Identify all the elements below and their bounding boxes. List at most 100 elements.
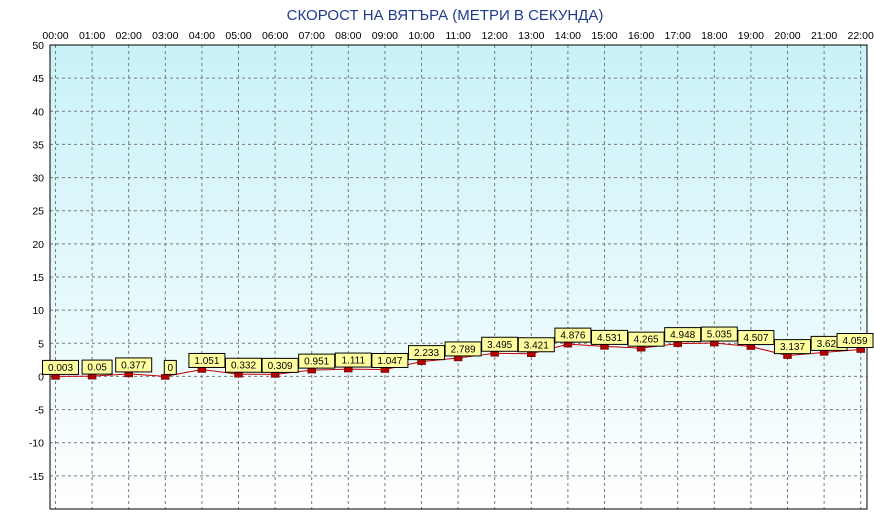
data-label-box [700,326,738,342]
data-label-box [737,330,775,346]
data-point-marker [307,367,316,374]
data-point-marker [161,374,170,380]
x-tick-label: 03:00 [152,30,178,42]
data-label-box [81,359,113,375]
data-label-box [664,327,702,343]
data-point-marker [197,367,207,373]
data-label-text: 0.332 [231,361,256,372]
data-label-box [481,336,519,352]
data-label-text: 3.137 [780,342,805,353]
data-label-text: 0.309 [268,361,293,372]
data-point-marker [453,355,463,362]
x-tick-label: 15:00 [591,30,617,42]
data-label-text: 1.051 [194,356,219,367]
series-wind-speed [51,340,865,380]
data-label-text: 0 [168,363,174,374]
data-label-box [371,352,409,368]
data-point-marker [636,345,646,352]
x-tick-label: 08:00 [335,30,361,42]
data-label-text: 4.507 [743,333,768,344]
x-tick-label: 01:00 [79,30,105,42]
data-label: 4.948 [664,327,702,343]
data-label-text: 3.495 [487,340,512,351]
data-label-box [444,341,482,357]
data-label: 4.059 [836,333,874,349]
data-point-marker [51,374,60,380]
data-point-marker [344,366,353,373]
data-point-marker [87,373,97,380]
data-label-box [188,352,226,368]
x-tick-label: 21:00 [811,30,837,42]
data-label: 0.05 [81,359,113,375]
data-label: 2.789 [444,341,482,357]
data-label-box [298,353,336,369]
data-label: 0.951 [298,353,336,369]
y-tick-label: 20 [32,239,44,251]
data-point-marker [673,341,682,347]
data-label: 3.495 [481,336,519,352]
data-point-marker [746,344,756,350]
x-tick-label: 13:00 [518,30,544,42]
data-label: 1.051 [188,352,226,368]
data-label: 3.137 [774,339,811,355]
data-label: 4.265 [627,331,665,347]
data-label-text: 0.377 [121,360,146,371]
data-point-marker [783,353,792,359]
y-tick-label: 10 [32,305,44,317]
data-label-box [225,357,262,373]
x-tick-label: 18:00 [701,30,727,42]
x-tick-label: 10:00 [408,30,434,42]
data-label-text: 2.233 [414,348,439,359]
data-label-text: 5.035 [707,330,732,341]
data-label-text: 4.059 [842,336,867,347]
y-tick-label: 25 [32,206,44,218]
data-label: 1.111 [334,352,372,368]
x-tick-label: 17:00 [665,30,691,42]
data-label-text: 3.626 [817,339,842,350]
y-tick-label: 45 [32,73,44,85]
data-label-box [261,357,299,373]
data-label-text: 3.421 [524,340,549,351]
data-point-marker [819,350,829,356]
data-label-text: 0.951 [304,357,329,368]
y-tick-label: -5 [35,405,44,417]
data-label-box [334,352,372,368]
x-axis-ticks: 00:00 01:00 02:00 03:00 04:00 05:00 06:00 07:00… [42,30,874,42]
data-label: 0.003 [42,359,79,375]
x-tick-label: 19:00 [738,30,764,42]
data-labels: 0.003 0.05 0.377 0 1.051 0.332 0.309 0.951 1.111… [42,326,874,375]
y-tick-label: -15 [29,471,44,483]
data-label-text: 1.047 [377,356,402,367]
data-label-box [627,331,665,347]
data-point-marker [600,344,609,350]
x-tick-label: 02:00 [116,30,142,42]
data-label-box [774,339,811,355]
grid [50,44,867,509]
data-point-marker [380,367,390,373]
data-label-text: 4.948 [670,330,695,341]
data-point-marker [270,372,280,378]
y-tick-label: -10 [29,438,44,450]
data-point-marker [856,347,865,353]
data-label-text: 4.531 [597,333,622,344]
x-tick-label: 05:00 [225,30,251,42]
x-tick-label: 09:00 [372,30,398,42]
data-label-text: 2.789 [451,344,476,355]
data-label-box [42,359,79,375]
data-label-box [115,357,153,373]
y-tick-label: 35 [32,139,44,151]
data-point-marker [527,351,536,358]
data-label-box [591,329,628,345]
chart-title: СКОРОСТ НА ВЯТЪРА (МЕТРИ В СЕКУНДА) [287,7,604,24]
data-label: 5.035 [700,326,738,342]
x-tick-label: 14:00 [555,30,581,42]
data-point-marker [563,341,573,348]
y-tick-label: 15 [32,272,44,284]
y-tick-label: 40 [32,106,44,118]
x-tick-label: 00:00 [42,30,68,42]
data-label-box [554,327,592,343]
data-label: 0.309 [261,357,299,373]
data-point-marker [490,351,499,357]
